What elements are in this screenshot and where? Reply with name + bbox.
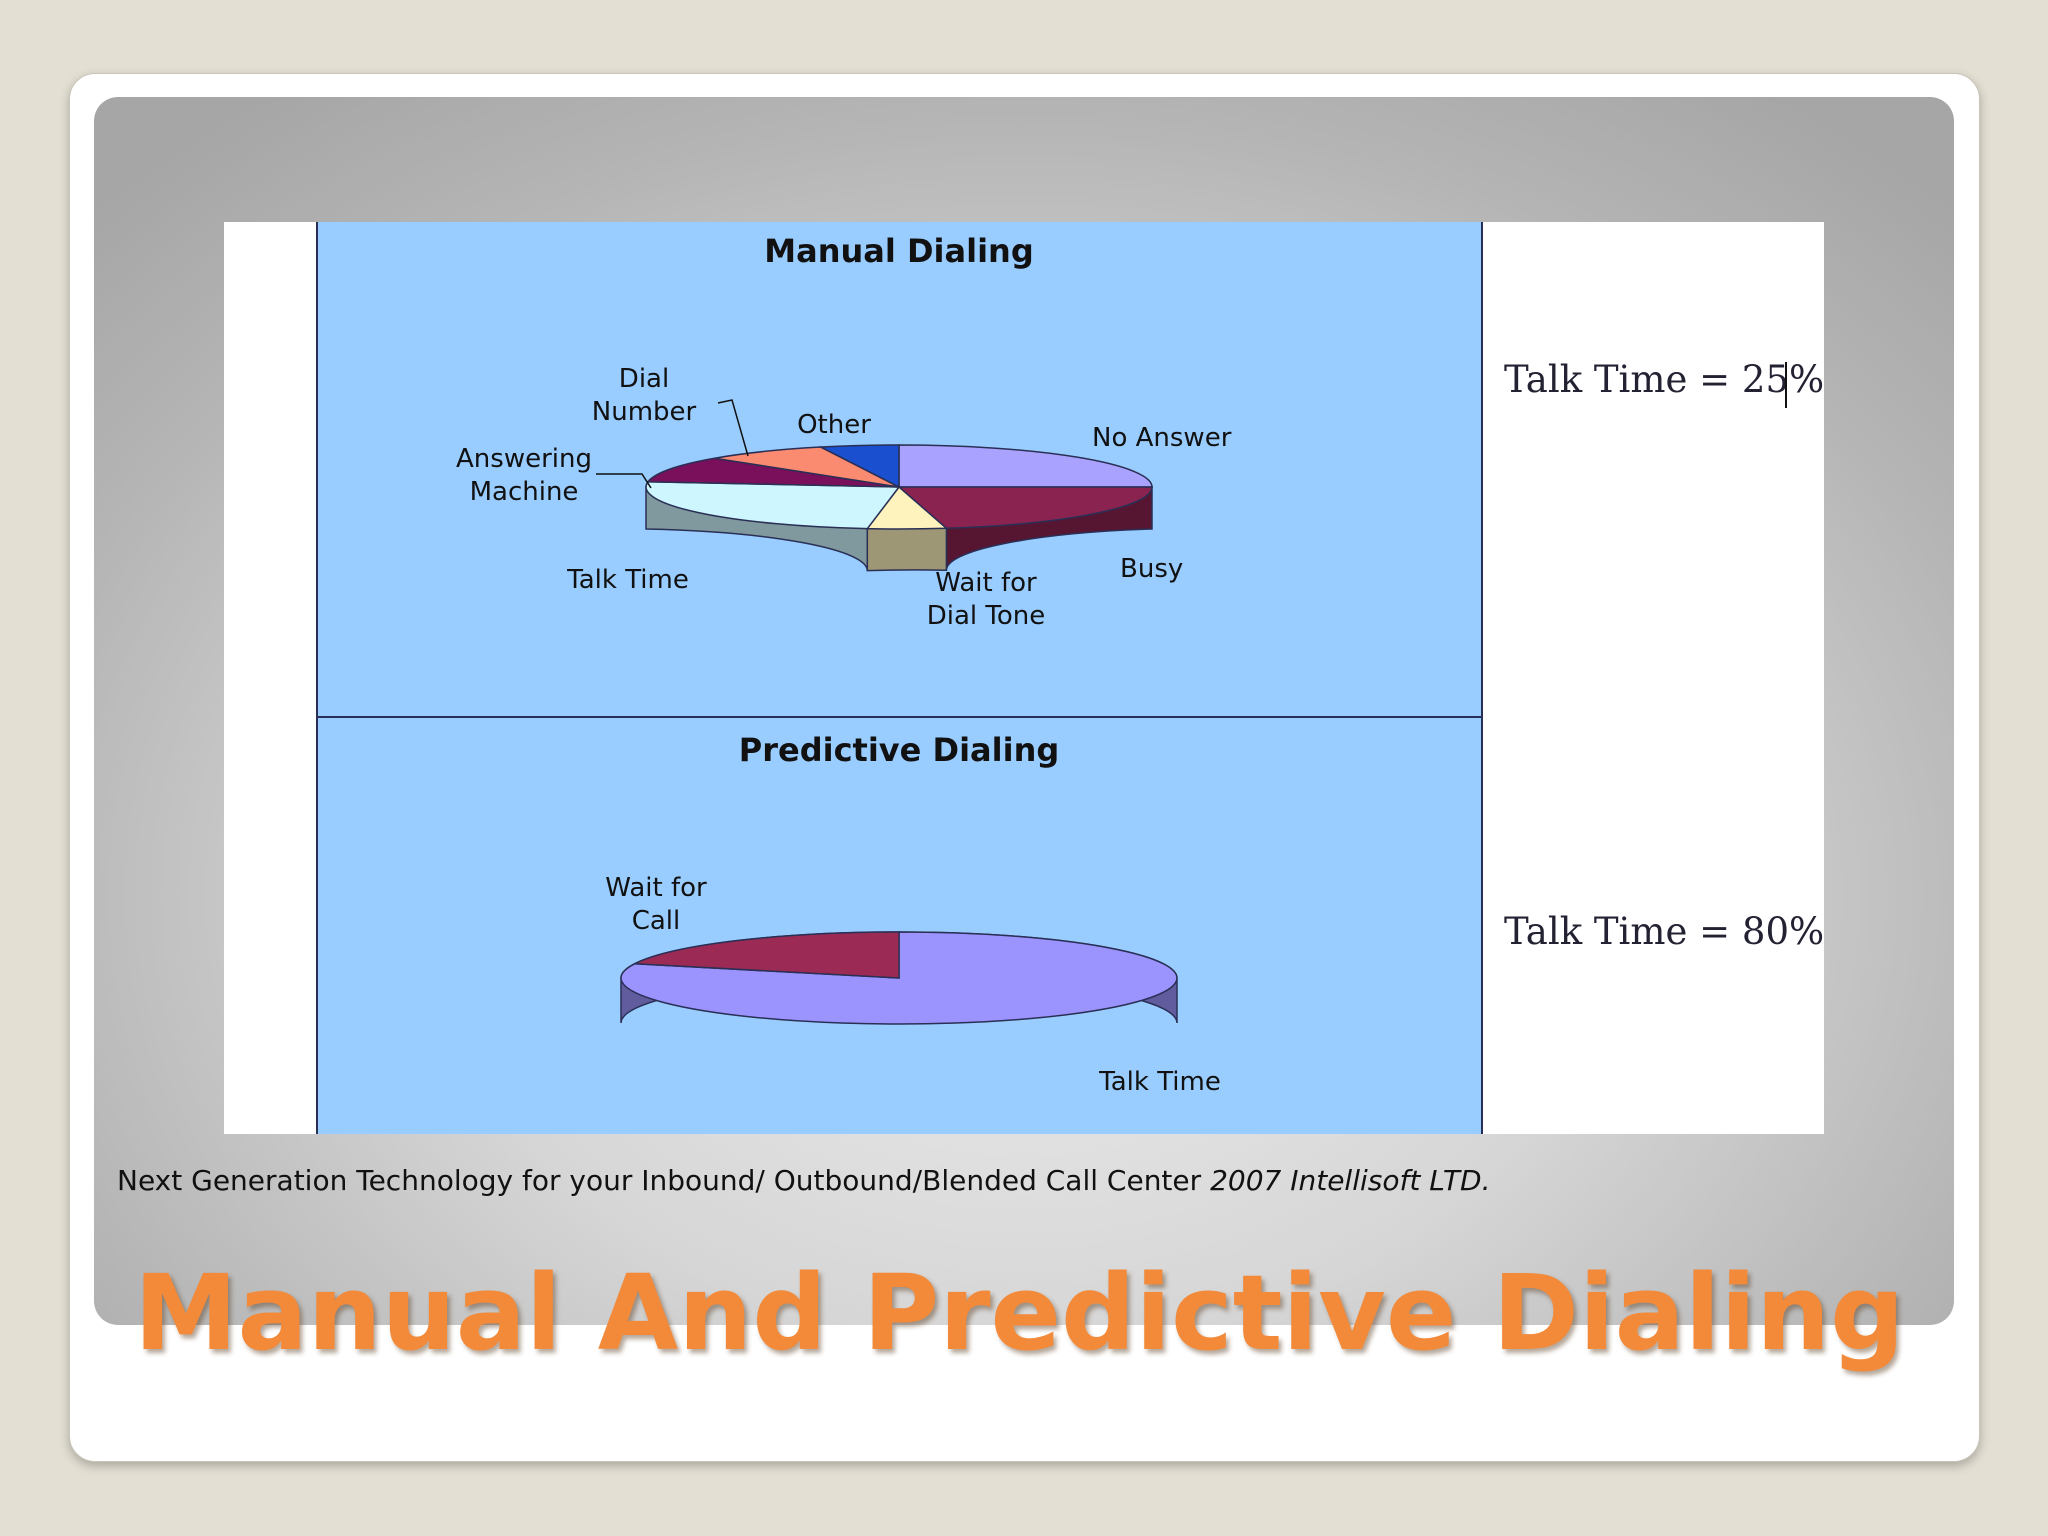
label-wait-for-dial-tone-1: Wait for	[935, 568, 1037, 598]
label-wait-for-call-2: Call	[632, 906, 681, 936]
label-answering-machine-2: Machine	[470, 477, 579, 507]
label-dial-number-2: Number	[592, 397, 697, 427]
caption-text: Next Generation Technology for your Inbo…	[117, 1164, 1202, 1197]
manual-pie	[645, 444, 1153, 572]
manual-slice-other	[817, 444, 900, 489]
predictive-chart-title: Predictive Dialing	[739, 731, 1060, 769]
manual-side-wait-for-dial-tone	[866, 527, 948, 572]
label-predictive-talk-time: Talk Time	[1098, 1067, 1221, 1097]
caption: Next Generation Technology for your Inbo…	[117, 1164, 1491, 1197]
label-other: Other	[797, 410, 871, 440]
caption-italic: 2007 Intellisoft LTD.	[1210, 1164, 1491, 1197]
leader-answering-machine	[596, 473, 652, 489]
manual-slice-no-answer	[898, 444, 1153, 488]
label-wait-for-dial-tone-2: Dial Tone	[927, 601, 1046, 631]
predictive-pie	[620, 931, 1178, 1025]
label-wait-for-call-1: Wait for	[605, 873, 707, 903]
manual-chart-title: Manual Dialing	[764, 232, 1033, 270]
manual-slice-dial-number	[714, 446, 900, 488]
predictive-slice-wait-for-call	[631, 931, 900, 979]
label-answering-machine-1: Answering	[456, 444, 592, 474]
predictive-panel	[316, 717, 1482, 1134]
label-no-answer: No Answer	[1092, 423, 1232, 453]
label-dial-number-1: Dial	[619, 364, 669, 394]
charts-svg: Manual Dialing Predictive Dialing Talk T…	[316, 222, 1824, 1134]
manual-labels: No Answer Busy Wait for Dial Tone Talk T…	[456, 364, 1232, 631]
manual-talk-time-note: Talk Time = 25%	[1504, 358, 1824, 401]
manual-slice-talk-time	[645, 480, 901, 530]
label-busy: Busy	[1120, 554, 1183, 584]
predictive-labels: Wait for Call Talk Time	[605, 873, 1221, 1097]
manual-slice-busy	[896, 486, 1153, 530]
slide-title: Manual And Predictive Dialing	[134, 1252, 1905, 1374]
label-talk-time: Talk Time	[566, 565, 689, 595]
manual-slice-answering-machine	[646, 457, 900, 488]
predictive-talk-time-note: Talk Time = 80%	[1504, 910, 1824, 953]
leader-dial-number	[717, 399, 749, 457]
chart-image: Manual Dialing Predictive Dialing Talk T…	[224, 222, 1824, 1134]
